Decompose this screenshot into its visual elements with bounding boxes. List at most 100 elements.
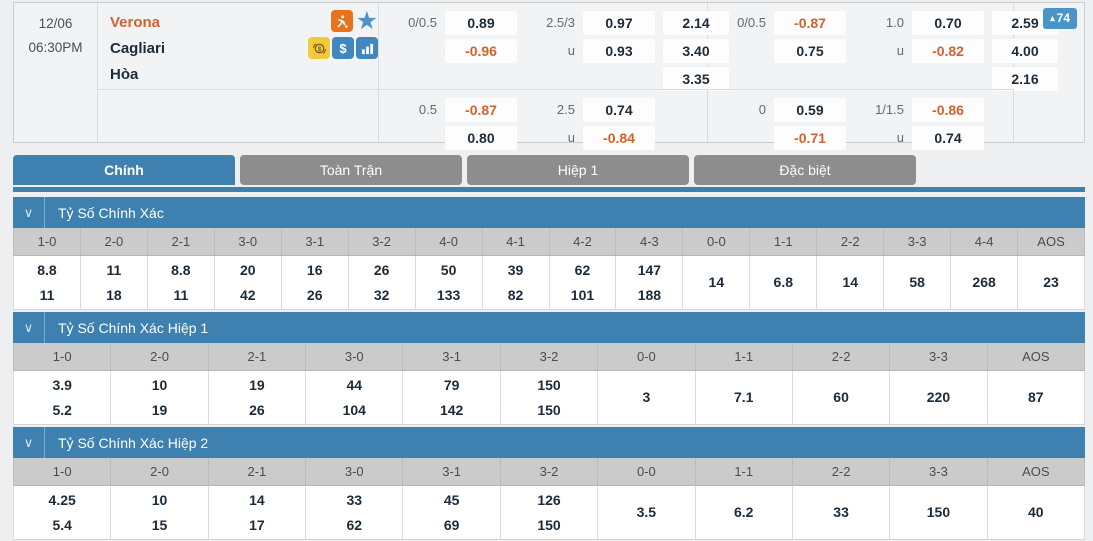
score-odds-cell[interactable]: 8.8 11 (14, 256, 81, 310)
section-header[interactable]: ∨ Tỷ Số Chính Xác Hiệp 2 (13, 427, 1085, 458)
under-odds[interactable]: 0.74 (912, 126, 984, 150)
score-odds-cell[interactable]: 126 150 (500, 486, 599, 540)
score-odds-value: 104 (342, 401, 366, 418)
under-odds[interactable]: -0.84 (583, 126, 655, 150)
score-odds-cell[interactable]: 87 (987, 371, 1085, 425)
score-odds-cell[interactable]: 14 (683, 256, 751, 310)
score-odds-cell[interactable]: 20 42 (214, 256, 282, 310)
score-odds-value: 150 (926, 504, 951, 520)
favorite-star-icon[interactable]: ★ (355, 7, 378, 35)
score-odds-cell[interactable]: 268 (951, 256, 1019, 310)
score-odds-cell[interactable]: 40 (987, 486, 1085, 540)
score-odds-cell[interactable]: 3 (598, 371, 696, 425)
coin-exchange-icon[interactable]: $ (308, 37, 330, 59)
score-column-header: 1-0 (14, 343, 112, 371)
score-odds-value: 150 (537, 401, 561, 418)
handicap-away-odds[interactable]: -0.71 (774, 126, 846, 150)
score-odds-value: 3 (642, 389, 651, 405)
handicap-line-label: 0 (758, 102, 766, 117)
over-odds[interactable]: 0.97 (583, 11, 655, 35)
tabs-underline-bar (13, 187, 1085, 192)
score-odds-cell[interactable]: 147 188 (616, 256, 684, 310)
handicap-home-odds[interactable]: -0.87 (445, 98, 517, 122)
away-win-odds[interactable]: 3.40 (663, 39, 729, 63)
score-odds-cell[interactable]: 16 26 (281, 256, 349, 310)
score-odds-cell[interactable]: 26 32 (348, 256, 416, 310)
score-column-header: 3-1 (403, 458, 501, 486)
handicap-home-odds[interactable]: 0.59 (774, 98, 846, 122)
score-section: ∨ Tỷ Số Chính Xác Hiệp 1 1-0 2-0 2-1 3-0 3-1 3-… (13, 312, 1085, 425)
score-odds-cell[interactable]: 6.8 (750, 256, 818, 310)
score-odds-cell[interactable]: 44 104 (306, 371, 404, 425)
score-odds-cell[interactable]: 50 133 (415, 256, 483, 310)
odds-block-1-second: 0.5 -0.87 2.5 0.74 0.80 u -0.84 (379, 89, 708, 150)
score-odds-value: 82 (507, 286, 524, 303)
under-odds[interactable]: -0.82 (912, 39, 984, 63)
score-odds-cell[interactable]: 58 (884, 256, 952, 310)
tab-hiep-1[interactable]: Hiệp 1 (467, 155, 689, 185)
score-odds-cell[interactable]: 7.1 (695, 371, 793, 425)
draw-odds[interactable]: 2.16 (992, 67, 1058, 91)
score-odds-cell[interactable]: 150 (890, 486, 988, 540)
score-odds-cell[interactable]: 14 (817, 256, 885, 310)
soccer-player-icon[interactable] (330, 10, 353, 32)
tab-toan-tran[interactable]: Toàn Trận (240, 155, 462, 185)
score-odds-cell[interactable]: 45 69 (403, 486, 501, 540)
home-win-odds[interactable]: 2.14 (663, 11, 729, 35)
score-odds-cell[interactable]: 6.2 (695, 486, 793, 540)
stats-bars-icon[interactable] (356, 37, 378, 59)
draw-odds[interactable]: 3.35 (663, 67, 729, 91)
under-label: u (896, 43, 904, 58)
score-odds-cell[interactable]: 10 15 (111, 486, 209, 540)
score-odds-cell[interactable]: 3.5 (598, 486, 696, 540)
score-odds-value: 10 (151, 491, 168, 508)
score-odds-value: 79 (443, 376, 460, 393)
section-header[interactable]: ∨ Tỷ Số Chính Xác Hiệp 1 (13, 312, 1085, 343)
score-column-header: 3-3 (884, 228, 952, 256)
score-column-header: 2-2 (792, 343, 891, 371)
section-header[interactable]: ∨ Tỷ Số Chính Xác (13, 197, 1085, 228)
score-odds-value: 6.2 (733, 504, 754, 520)
score-odds-cell[interactable]: 79 142 (403, 371, 501, 425)
score-odds-value: 33 (346, 491, 363, 508)
score-odds-cell[interactable]: 39 82 (482, 256, 550, 310)
away-team-name[interactable]: Cagliari (110, 40, 166, 57)
score-odds-value: 44 (346, 376, 363, 393)
handicap-away-odds[interactable]: 0.75 (774, 39, 846, 63)
score-odds-cell[interactable]: 4.25 5.4 (14, 486, 112, 540)
over-odds[interactable]: 0.70 (912, 11, 984, 35)
total-line-label: 1.0 (885, 15, 904, 30)
score-odds-cell[interactable]: 62 101 (549, 256, 617, 310)
score-odds-cell[interactable]: 14 17 (208, 486, 307, 540)
score-odds-value: 18 (106, 286, 122, 303)
score-odds-cell[interactable]: 33 62 (306, 486, 404, 540)
score-odds-cell[interactable]: 23 (1018, 256, 1085, 310)
home-team-name[interactable]: Verona (110, 14, 161, 31)
score-odds-cell[interactable]: 10 19 (111, 371, 209, 425)
score-column-header: AOS (987, 343, 1085, 371)
score-column-header: AOS (1018, 228, 1085, 256)
tab-chinh[interactable]: Chính (13, 155, 235, 185)
score-odds-cell[interactable]: 8.8 11 (147, 256, 215, 310)
under-label: u (567, 130, 575, 145)
over-odds[interactable]: -0.86 (912, 98, 984, 122)
score-odds-cell[interactable]: 3.9 5.2 (14, 371, 112, 425)
score-odds-cell[interactable]: 19 26 (208, 371, 307, 425)
score-odds-value: 142 (439, 401, 464, 418)
score-odds-cell[interactable]: 150 150 (500, 371, 599, 425)
score-odds-value: 33 (833, 504, 849, 520)
cash-odds-icon[interactable]: $ (332, 37, 354, 59)
score-odds-cell[interactable]: 11 18 (80, 256, 148, 310)
under-odds[interactable]: 0.93 (583, 39, 655, 63)
score-odds-cell[interactable]: 60 (792, 371, 891, 425)
tab-đac-biet[interactable]: Đặc biệt (694, 155, 916, 185)
markets-count-badge[interactable]: ▴ 74 (1043, 8, 1077, 29)
score-odds-cell[interactable]: 33 (792, 486, 891, 540)
handicap-home-odds[interactable]: -0.87 (774, 11, 846, 35)
score-odds-cell[interactable]: 220 (890, 371, 988, 425)
over-odds[interactable]: 0.74 (583, 98, 655, 122)
handicap-away-odds[interactable]: 0.80 (445, 126, 517, 150)
away-win-odds[interactable]: 4.00 (992, 39, 1058, 63)
handicap-home-odds[interactable]: 0.89 (445, 11, 517, 35)
handicap-away-odds[interactable]: -0.96 (445, 39, 517, 63)
